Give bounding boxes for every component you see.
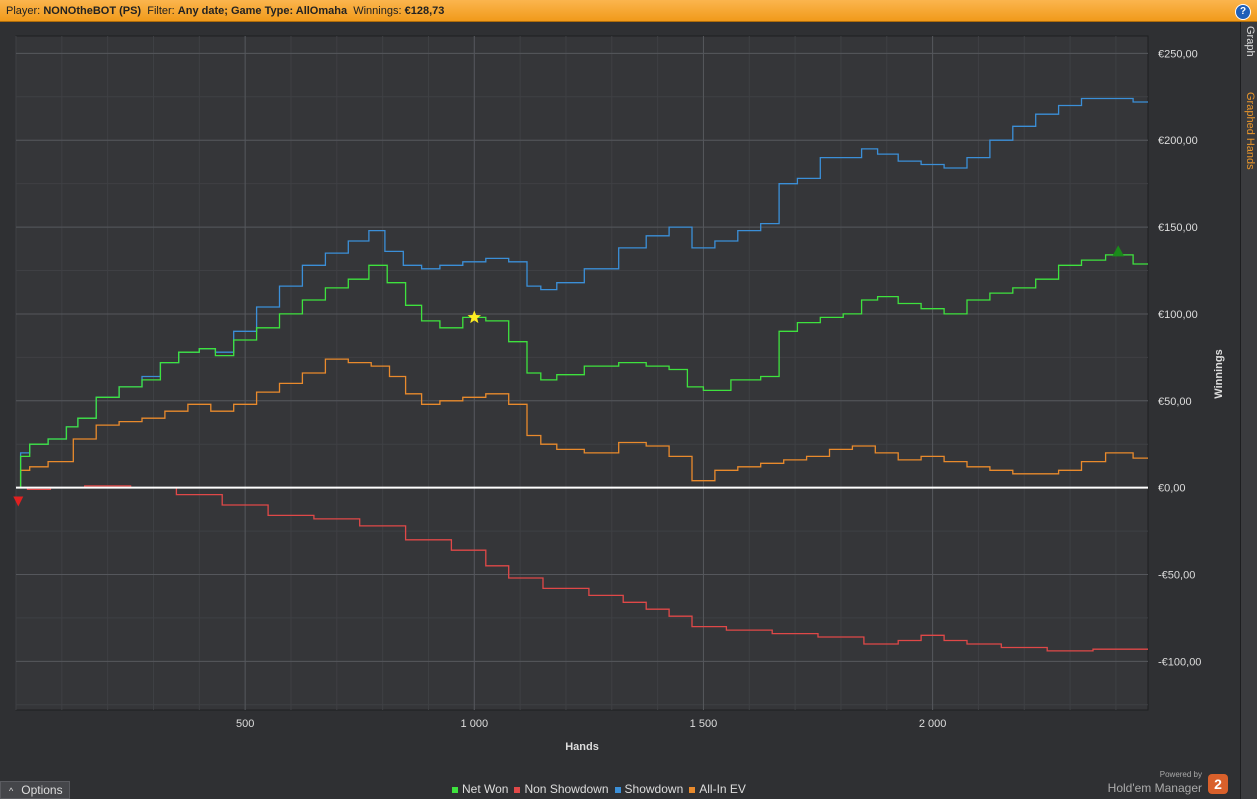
- legend-label: Showdown: [624, 782, 684, 796]
- filter-header-bar: Player: NONOtheBOT (PS) Filter: Any date…: [0, 0, 1257, 22]
- series-layer: [16, 97, 1148, 652]
- filter-label: Filter:: [147, 5, 175, 17]
- y-tick-label: -€50,00: [1158, 570, 1195, 582]
- legend-item[interactable]: Net Won: [452, 782, 508, 796]
- legend-swatch: [452, 786, 458, 793]
- grid: [15, 36, 1148, 710]
- options-label: Options: [21, 783, 63, 797]
- x-axis-label: Hands: [565, 741, 599, 753]
- markers: [13, 245, 1125, 507]
- player-name: NONOtheBOT (PS): [43, 5, 142, 17]
- series-line-non-showdown: [16, 485, 1148, 652]
- y-tick-label: €250,00: [1158, 48, 1198, 60]
- tab-graphed-hands[interactable]: Graphed Hands: [1244, 92, 1256, 170]
- legend-item[interactable]: All-In EV: [689, 782, 746, 796]
- options-button[interactable]: ^ Options: [0, 781, 70, 799]
- winnings-label: Winnings:: [353, 5, 402, 17]
- y-tick-label: €100,00: [1158, 309, 1198, 321]
- chart-legend: Net Won Non Showdown Showdown All-In EV: [452, 782, 752, 796]
- legend-item[interactable]: Showdown: [614, 782, 684, 796]
- legend-label: Non Showdown: [524, 782, 609, 796]
- powered-by-text: Powered by: [1159, 770, 1202, 779]
- max-marker: [1112, 245, 1125, 257]
- x-tick-label: 500: [236, 718, 254, 730]
- tab-graph[interactable]: Graph: [1244, 26, 1256, 57]
- legend-swatch: [614, 786, 621, 793]
- brand-name: Hold'em Manager: [1107, 781, 1202, 795]
- min-marker: [13, 496, 24, 507]
- winnings-value: €128,73: [404, 5, 445, 17]
- axes: 500 1 000 1 500 2 000 €250,00 €200,00 €150,00 €…: [236, 48, 1201, 730]
- x-tick-label: 1 000: [461, 718, 489, 730]
- y-tick-label: €200,00: [1158, 135, 1198, 147]
- x-tick-label: 1 500: [690, 718, 718, 730]
- legend-item[interactable]: Non Showdown: [514, 782, 609, 796]
- y-tick-label: -€100,00: [1158, 656, 1201, 668]
- chevron-up-icon: ^: [9, 786, 14, 796]
- hm2-logo-icon: 2: [1208, 774, 1228, 794]
- y-tick-label: €0,00: [1158, 483, 1186, 495]
- star-marker: [467, 310, 481, 324]
- help-icon[interactable]: ?: [1235, 4, 1251, 20]
- legend-label: All-In EV: [699, 782, 746, 796]
- y-tick-label: €150,00: [1158, 222, 1198, 234]
- legend-swatch: [514, 786, 521, 793]
- y-axis-label: Winnings: [1213, 349, 1225, 398]
- y-tick-label: €50,00: [1158, 396, 1192, 408]
- legend-swatch: [689, 786, 696, 793]
- player-label: Player:: [6, 5, 41, 17]
- plot-area: [15, 35, 1149, 711]
- side-tab-strip: Graph Graphed Hands: [1240, 22, 1257, 799]
- filter-value: Any date; Game Type: AllOmaha: [177, 5, 348, 17]
- series-line-net-won: [16, 254, 1148, 489]
- winnings-chart: 500 1 000 1 500 2 000 €250,00 €200,00 €150,00 €…: [0, 22, 1240, 777]
- legend-label: Net Won: [462, 782, 509, 796]
- series-line-all-in-ev: [16, 358, 1148, 489]
- chart-svg: 500 1 000 1 500 2 000 €250,00 €200,00 €150,00 €…: [13, 35, 1225, 753]
- brand-logo-area: Powered by Hold'em Manager 2: [1100, 770, 1232, 798]
- x-tick-label: 2 000: [919, 718, 947, 730]
